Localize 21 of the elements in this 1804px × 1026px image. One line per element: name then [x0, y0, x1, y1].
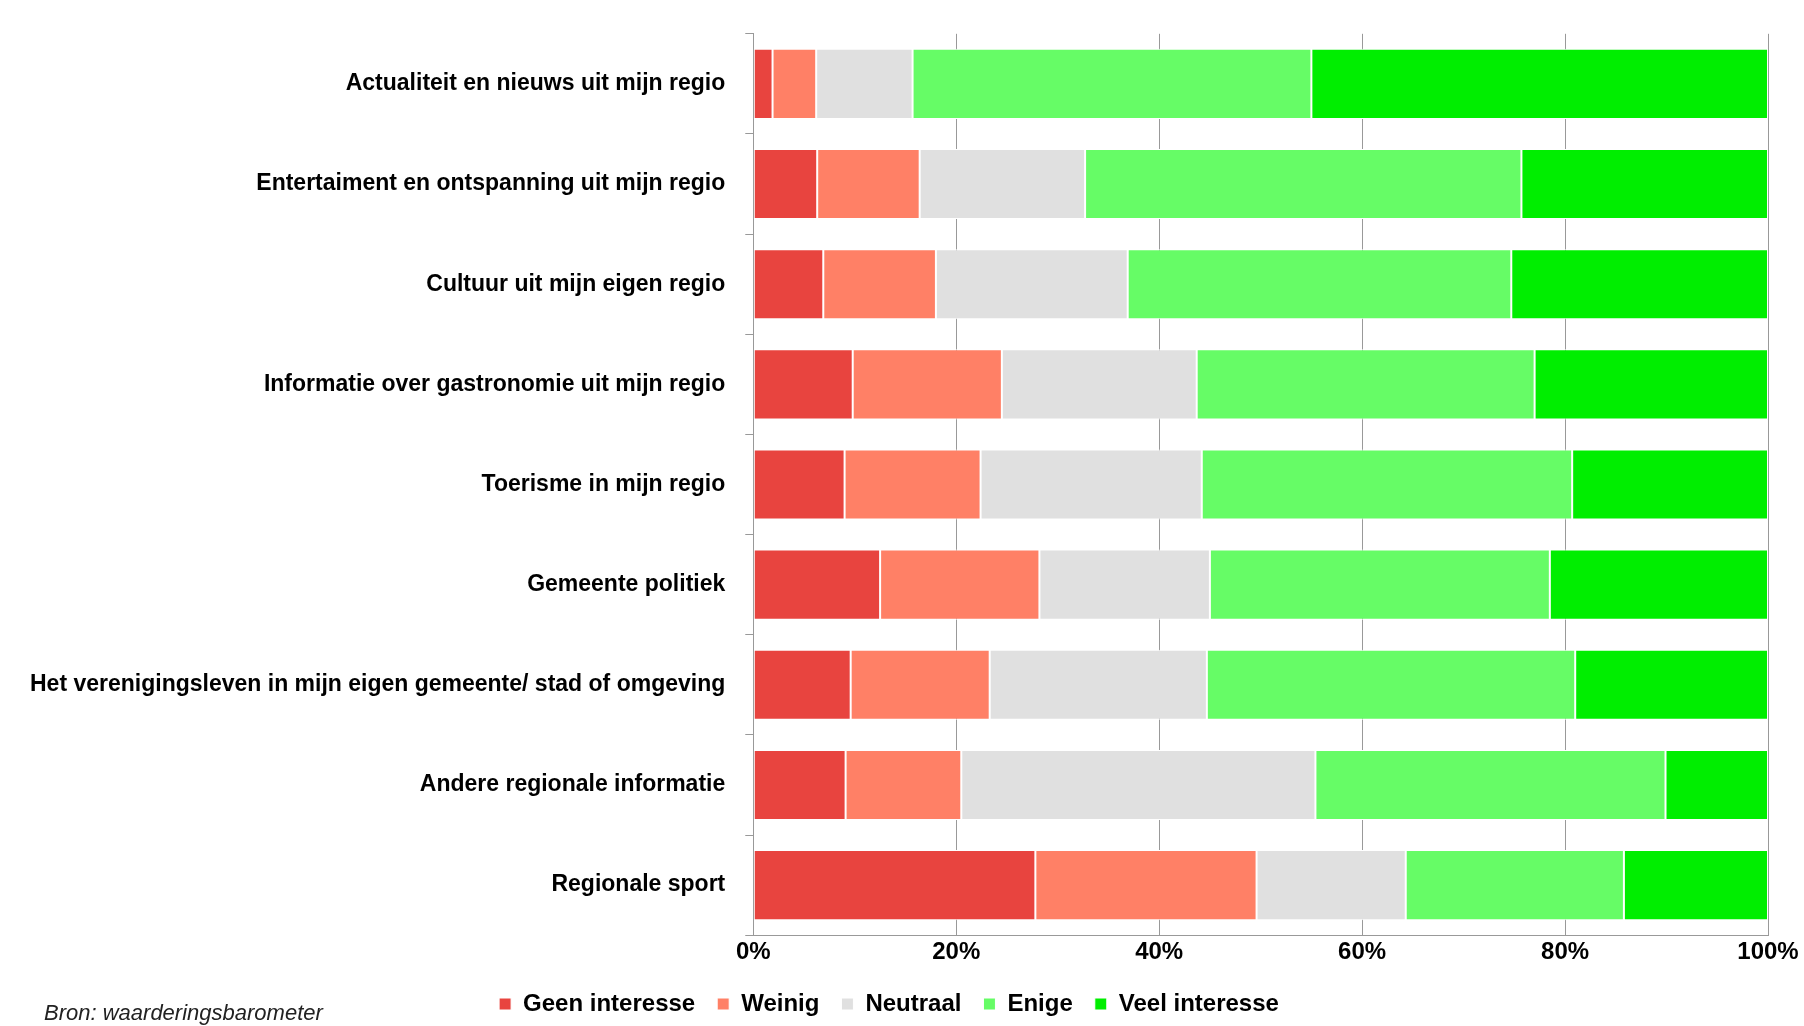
y-tick-label: Cultuur uit mijn eigen regio — [426, 269, 726, 296]
y-tick-label: Entertaiment en ontspanning uit mijn regio — [256, 169, 726, 196]
y-tick-label: Toerisme in mijn regio — [481, 469, 726, 496]
x-tick-label: 80% — [1541, 937, 1590, 965]
y-tick-label: Regionale sport — [551, 870, 726, 897]
text: Bron: waarderingsbarometer — [44, 1000, 325, 1025]
x-tick-label: 100% — [1737, 937, 1799, 965]
x-tick-label: 60% — [1338, 937, 1387, 965]
y-tick-label: Informatie over gastronomie uit mijn regio — [263, 369, 726, 396]
legend-label: Geen interesse — [523, 988, 696, 1016]
legend-label: Weinig — [741, 988, 820, 1016]
y-tick-label: Gemeente politiek — [527, 570, 726, 596]
y-tick-label: Andere regionale informatie — [419, 770, 726, 797]
x-tick-label: 0% — [735, 937, 771, 965]
legend-label: Veel interesse — [1118, 988, 1279, 1016]
legend-label: Enige — [1007, 988, 1073, 1016]
x-tick-label: 40% — [1135, 937, 1184, 965]
y-tick-label: Actualiteit en nieuws uit mijn regio — [345, 69, 726, 96]
y-tick-label: Het verenigingsleven in mijn eigen gemeente/ stad of omgeving — [29, 670, 726, 697]
legend-label: Neutraal — [865, 988, 962, 1016]
x-tick-label: 20% — [932, 937, 981, 965]
